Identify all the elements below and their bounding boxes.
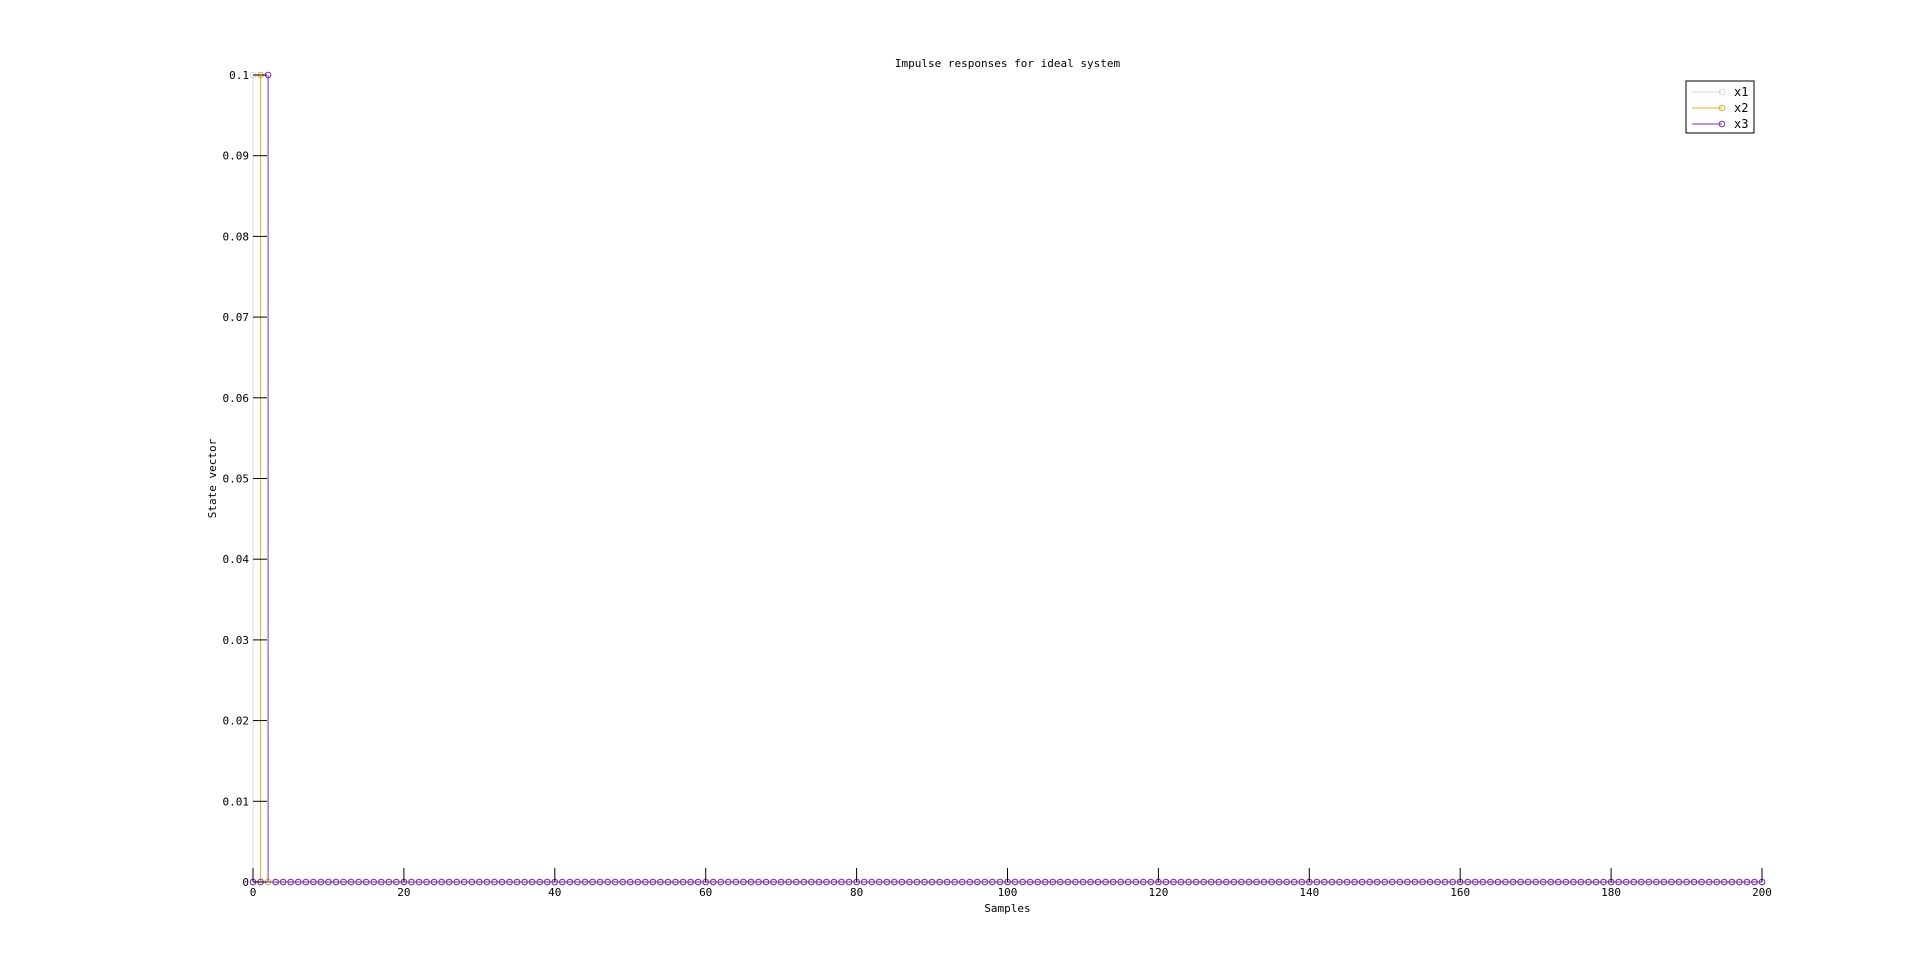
legend-marker (1718, 120, 1726, 128)
legend: x1 x2 x3 (1685, 80, 1755, 134)
y-tick-label: 0.04 (223, 553, 250, 566)
x-tick-label: 120 (1148, 886, 1168, 899)
legend-marker (1718, 88, 1726, 96)
x-tick-label: 140 (1299, 886, 1319, 899)
x-tick-label: 80 (850, 886, 863, 899)
x-tick-label: 200 (1752, 886, 1772, 899)
legend-entry-x1: x1 (1692, 85, 1748, 99)
plot-axes (252, 75, 1762, 883)
y-tick-label: 0 (242, 876, 249, 889)
x-tick-label: 160 (1450, 886, 1470, 899)
chart-title: Impulse responses for ideal system (895, 57, 1121, 70)
series-x1 (249, 71, 1766, 886)
x-tick-label: 100 (998, 886, 1018, 899)
y-tick-label: 0.09 (223, 150, 250, 163)
x-tick-label: 180 (1601, 886, 1621, 899)
y-tick-label: 0.07 (223, 311, 250, 324)
legend-label: x1 (1734, 85, 1748, 99)
x-tick-label: 0 (250, 886, 257, 899)
series-x2 (249, 71, 1766, 886)
y-tick-label: 0.05 (223, 473, 250, 486)
y-tick-label: 0.1 (229, 69, 249, 82)
legend-marker (1718, 104, 1726, 112)
y-tick-label: 0.03 (223, 634, 250, 647)
y-tick-label: 0.02 (223, 715, 250, 728)
legend-entry-x3: x3 (1692, 117, 1748, 131)
y-tick-label: 0.06 (223, 392, 250, 405)
series-x3 (249, 71, 1766, 886)
legend-label: x3 (1734, 117, 1748, 131)
legend-label: x2 (1734, 101, 1748, 115)
legend-entry-x2: x2 (1692, 101, 1748, 115)
y-axis-label: State vector (206, 438, 219, 518)
x-tick-label: 40 (548, 886, 561, 899)
stem-series (249, 71, 1766, 886)
x-tick-label: 60 (699, 886, 712, 899)
x-axis-label: Samples (984, 902, 1030, 915)
axis-ticks: 0 20 40 60 80 100 120 140 160 180 200 0 0.01 0.02 0.03… (223, 69, 1772, 899)
y-tick-label: 0.08 (223, 230, 250, 243)
x-tick-label: 20 (397, 886, 410, 899)
y-tick-label: 0.01 (223, 795, 250, 808)
